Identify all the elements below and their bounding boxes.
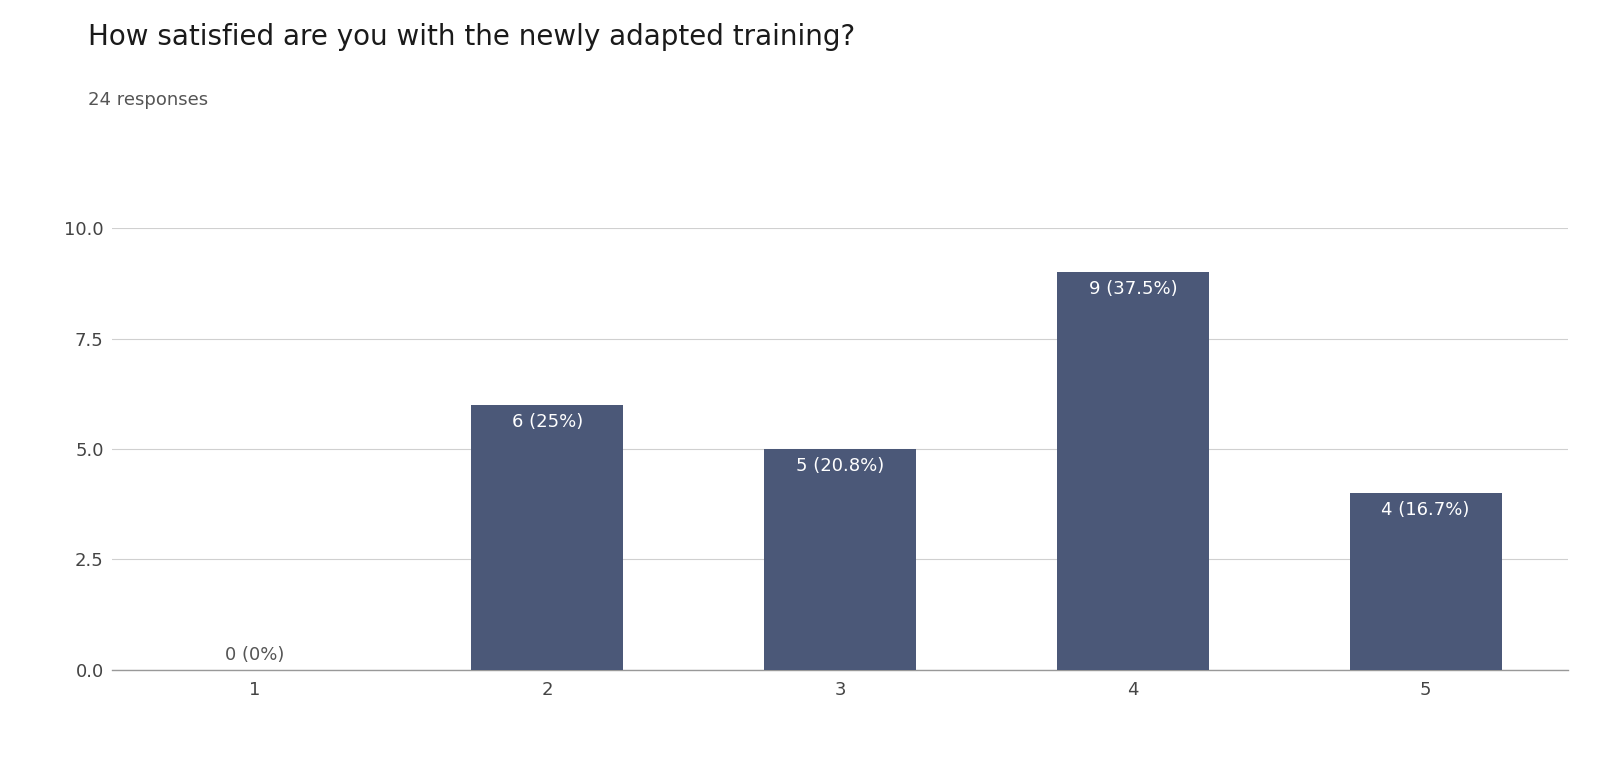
Text: 9 (37.5%): 9 (37.5%)	[1088, 280, 1178, 298]
Text: 24 responses: 24 responses	[88, 91, 208, 110]
Text: 0 (0%): 0 (0%)	[224, 646, 285, 664]
Bar	[470, 405, 624, 670]
Bar	[763, 449, 917, 670]
Bar	[1349, 493, 1502, 670]
Bar	[1056, 272, 1210, 670]
Text: How satisfied are you with the newly adapted training?: How satisfied are you with the newly ada…	[88, 23, 856, 51]
Text: 6 (25%): 6 (25%)	[512, 412, 582, 431]
Text: 4 (16.7%): 4 (16.7%)	[1381, 501, 1470, 519]
Text: 5 (20.8%): 5 (20.8%)	[795, 457, 885, 475]
